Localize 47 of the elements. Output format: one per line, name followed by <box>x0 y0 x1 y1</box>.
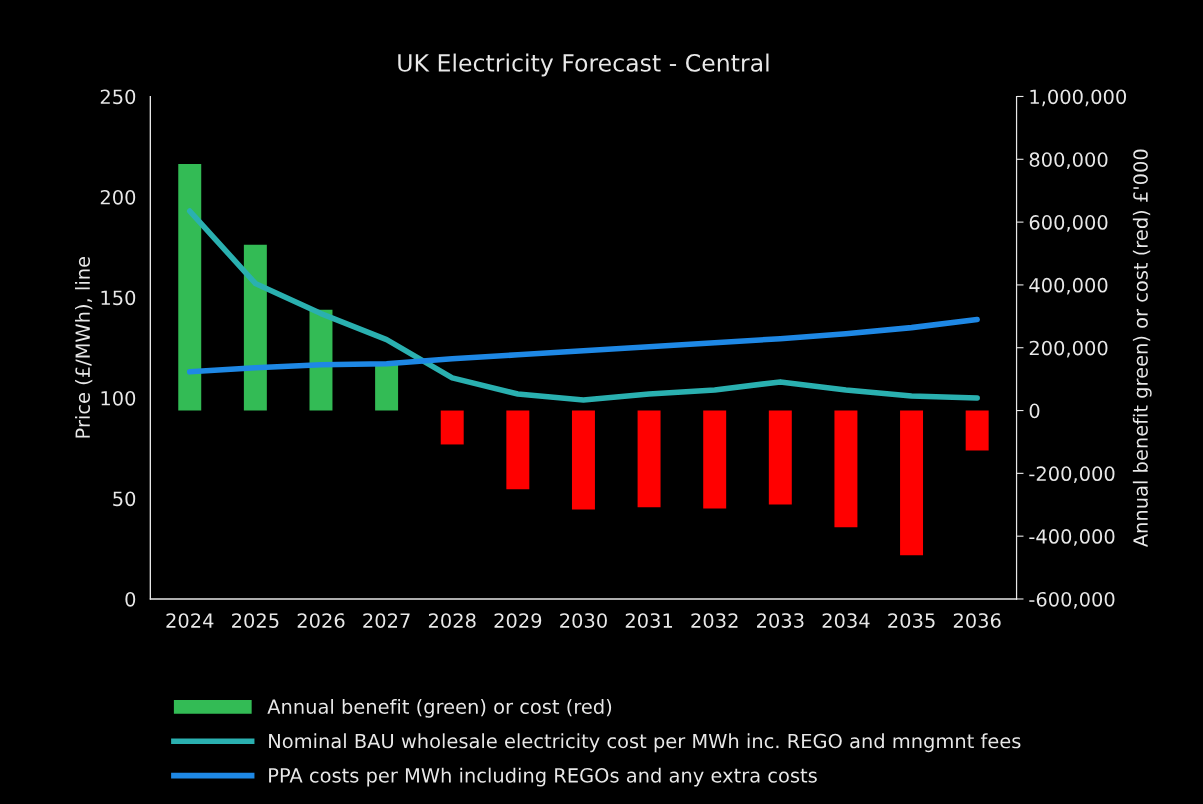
y-tick-label: 100 <box>101 390 136 406</box>
y2-tick-label: 200,000 <box>1029 340 1108 358</box>
y2-tick-label: -600,000 <box>1029 591 1115 609</box>
x-tick-label: 2024 <box>166 613 214 628</box>
y2-tick-label: 600,000 <box>1029 215 1108 232</box>
x-tick-label: 2033 <box>756 613 804 628</box>
y-tick-label: 250 <box>100 89 136 105</box>
bar <box>768 410 792 505</box>
y-tick-label: 150 <box>101 290 136 306</box>
x-tick-label: 2029 <box>494 613 542 628</box>
x-tick-label: 2035 <box>888 613 935 628</box>
y-tick-label: 200 <box>100 189 136 205</box>
x-tick-label: 2026 <box>297 613 345 628</box>
y-tick-label: 0 <box>125 591 136 607</box>
x-tick-label: 2034 <box>822 613 870 628</box>
bar <box>506 410 530 490</box>
bar <box>375 364 399 411</box>
y2-tick-label: 0 <box>1029 403 1040 419</box>
bar <box>965 410 989 451</box>
bar <box>834 410 858 528</box>
legend-label: Annual benefit (green) or cost (red) <box>267 698 612 718</box>
x-tick-label: 2031 <box>625 613 673 628</box>
y-axis-title: Price (£/MWh), line <box>75 257 93 438</box>
x-tick-label: 2030 <box>560 613 607 628</box>
y2-tick-label: 1,000,000 <box>1030 89 1127 107</box>
bar <box>703 410 727 509</box>
bar <box>900 410 924 556</box>
x-tick-label: 2025 <box>232 613 279 628</box>
bar <box>243 244 267 411</box>
x-tick-label: 2032 <box>691 613 738 628</box>
y2-axis-title: Annual benefit green) or cost (red) £'000 <box>1132 149 1152 548</box>
x-tick-label: 2036 <box>953 613 1001 628</box>
bar <box>571 410 595 510</box>
bar <box>637 410 661 508</box>
chart-title: UK Electricity Forecast - Central <box>398 53 769 77</box>
bar <box>309 309 333 411</box>
legend-label: Nominal BAU wholesale electricity cost per MWh inc. REGO and mngmnt fees <box>269 733 1021 753</box>
bar <box>178 164 202 411</box>
y2-tick-label: -400,000 <box>1029 529 1115 546</box>
x-tick-label: 2027 <box>363 613 410 628</box>
legend-label: PPA costs per MWh including REGOs and any extra costs <box>269 767 817 787</box>
y2-tick-label: 400,000 <box>1029 277 1108 295</box>
y2-tick-label: 800,000 <box>1029 152 1108 169</box>
y-tick-label: 50 <box>113 491 136 507</box>
y2-tick-label: -200,000 <box>1029 466 1115 483</box>
x-tick-label: 2028 <box>428 613 476 628</box>
bar <box>440 410 464 445</box>
